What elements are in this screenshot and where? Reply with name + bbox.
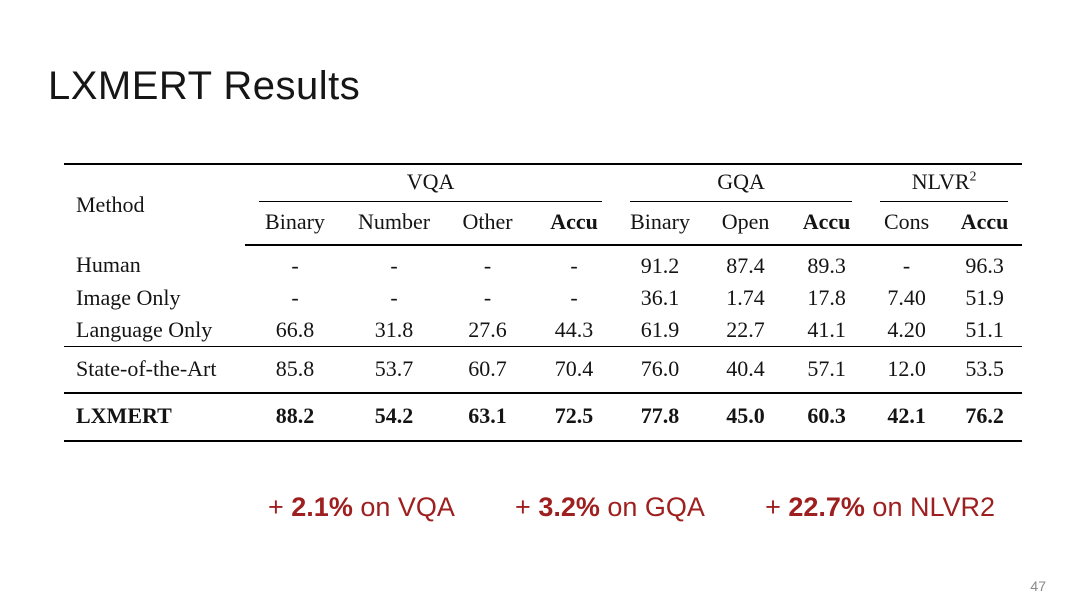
- group-rule-nlvr2: [880, 200, 1009, 202]
- cell: 61.9: [616, 313, 705, 347]
- cell: 63.1: [468, 402, 507, 428]
- col-header-vqa-other: Other: [443, 201, 532, 246]
- plus-sign: +: [515, 492, 539, 522]
- cell: -: [570, 252, 578, 278]
- col-header-gqa-open: Open: [704, 201, 788, 246]
- table-row: Image Only - - - - 36.1 1.74 17.8 7.40 5…: [64, 282, 1022, 314]
- cell: 54.2: [374, 402, 414, 428]
- cell: 22.7: [704, 313, 788, 347]
- method-column-header: Method: [76, 191, 145, 217]
- cell: 87.4: [726, 252, 765, 278]
- cell: -: [902, 252, 911, 278]
- cell: 60.3: [807, 402, 846, 428]
- col-header-nlvr2-accu: Accu: [947, 201, 1023, 246]
- cell: 36.1: [640, 284, 680, 310]
- group-header-vqa: VQA: [245, 164, 616, 202]
- cell: 85.8: [245, 346, 345, 394]
- gain-suffix: on GQA: [599, 492, 705, 522]
- results-table: Method VQA GQA NLVR2 Binary Number Other: [64, 163, 1023, 442]
- col-header-gqa-accu: Accu: [787, 201, 867, 246]
- cell: 42.1: [887, 402, 926, 428]
- gain-value: 2.1%: [291, 492, 353, 522]
- cell: 76.2: [965, 402, 1004, 428]
- group-header-nlvr2: NLVR2: [866, 164, 1022, 202]
- table-row: State-of-the-Art 85.8 53.7 60.7 70.4 76.…: [64, 346, 1023, 394]
- cell: 12.0: [866, 346, 948, 394]
- gain-value: 3.2%: [538, 492, 600, 522]
- cell: 31.8: [345, 313, 443, 347]
- cell: 72.5: [554, 402, 594, 428]
- col-header-vqa-accu: Accu: [532, 201, 617, 246]
- cell: -: [570, 284, 578, 310]
- plus-sign: +: [268, 492, 292, 522]
- cell: 45.0: [726, 402, 765, 428]
- group-header-gqa: GQA: [616, 164, 866, 202]
- gain-annotation-nlvr2: + 22.7% on NLVR2: [765, 492, 995, 523]
- cell: 40.4: [704, 346, 788, 394]
- cell: 57.1: [787, 346, 867, 394]
- cell: 53.5: [947, 346, 1023, 394]
- plus-sign: +: [765, 492, 789, 522]
- cell: -: [291, 252, 299, 278]
- row-method-label: Image Only: [76, 284, 181, 310]
- row-method-label: LXMERT: [76, 402, 172, 428]
- gain-value: 22.7%: [788, 492, 865, 522]
- cell: 88.2: [275, 402, 315, 428]
- gain-annotation-gqa: + 3.2% on GQA: [515, 492, 705, 523]
- col-header-vqa-number: Number: [345, 201, 443, 246]
- cell: 44.3: [532, 313, 617, 347]
- row-method-label: State-of-the-Art: [64, 346, 245, 394]
- cell: 66.8: [245, 313, 345, 347]
- cell: -: [390, 284, 398, 310]
- cell: 17.8: [807, 284, 846, 310]
- cell: -: [291, 284, 299, 310]
- gain-suffix: on NLVR2: [864, 492, 995, 522]
- cell: -: [390, 252, 398, 278]
- group-rule-vqa: [259, 200, 603, 202]
- cell: 91.2: [640, 252, 680, 278]
- cell: 41.1: [787, 313, 867, 347]
- row-method-label: Language Only: [64, 313, 245, 347]
- cell: 53.7: [345, 346, 443, 394]
- table-row-lxmert: LXMERT 88.2 54.2 63.1 72.5 77.8 45.0 60.…: [64, 393, 1022, 441]
- row-method-label: Human: [76, 252, 141, 277]
- gain-annotations: + 2.1% on VQA + 3.2% on GQA + 22.7% on N…: [268, 492, 995, 523]
- group-rule-gqa: [630, 200, 853, 202]
- cell: 4.20: [866, 313, 948, 347]
- table-group-row: Method VQA GQA NLVR2: [64, 164, 1022, 217]
- cell: -: [483, 252, 492, 278]
- cell: 70.4: [532, 346, 617, 394]
- table-row: Human - - - - 91.2 87.4 89.3 - 96.3: [64, 245, 1022, 282]
- table-column-header-row: Binary Number Other Accu Binary Open Acc…: [64, 201, 1023, 246]
- cell: 51.1: [947, 313, 1023, 347]
- page-number: 47: [1030, 578, 1046, 594]
- cell: 89.3: [807, 252, 846, 278]
- cell: 51.9: [965, 284, 1004, 310]
- cell: 77.8: [640, 402, 680, 428]
- col-header-nlvr2-cons: Cons: [866, 201, 948, 246]
- gain-suffix: on VQA: [352, 492, 455, 522]
- table-row: Language Only 66.8 31.8 27.6 44.3 61.9 2…: [64, 313, 1023, 347]
- cell: -: [483, 284, 492, 310]
- cell: 96.3: [965, 252, 1004, 278]
- cell: 1.74: [726, 284, 765, 310]
- col-header-gqa-binary: Binary: [616, 201, 705, 246]
- cell: 60.7: [443, 346, 532, 394]
- gain-annotation-vqa: + 2.1% on VQA: [268, 492, 455, 523]
- col-header-vqa-binary: Binary: [245, 201, 345, 246]
- cell: 7.40: [887, 284, 926, 310]
- cell: 27.6: [443, 313, 532, 347]
- cell: 76.0: [616, 346, 705, 394]
- page-title: LXMERT Results: [48, 64, 361, 108]
